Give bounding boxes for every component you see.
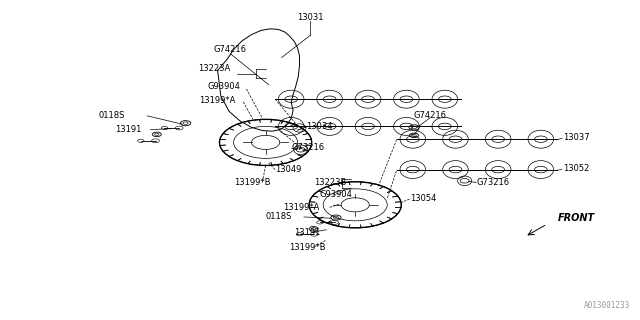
- Text: 13052: 13052: [563, 164, 589, 173]
- Text: 13223B: 13223B: [314, 178, 346, 187]
- Text: 13037: 13037: [563, 133, 590, 142]
- Text: 13191: 13191: [294, 228, 321, 237]
- Text: 13049: 13049: [275, 165, 301, 174]
- Text: 13199*B: 13199*B: [234, 178, 271, 187]
- Text: G93904: G93904: [207, 82, 241, 91]
- Text: G74216: G74216: [413, 111, 447, 120]
- Text: 0118S: 0118S: [99, 111, 125, 120]
- Text: 13199*A: 13199*A: [283, 203, 319, 212]
- Text: 13034: 13034: [306, 122, 332, 131]
- Text: 13199*B: 13199*B: [289, 244, 326, 252]
- Text: A013001233: A013001233: [584, 301, 630, 310]
- Text: 0118S: 0118S: [265, 212, 292, 221]
- Text: G73216: G73216: [291, 143, 324, 152]
- Text: 13191: 13191: [115, 125, 141, 134]
- Text: 13199*A: 13199*A: [200, 96, 236, 105]
- Text: FRONT: FRONT: [558, 213, 595, 223]
- Text: 13054: 13054: [410, 194, 436, 203]
- Text: 13031: 13031: [297, 13, 324, 22]
- Text: G73216: G73216: [477, 178, 510, 187]
- Text: G93904: G93904: [320, 190, 353, 199]
- Text: 13223A: 13223A: [198, 64, 230, 73]
- Text: G74216: G74216: [214, 45, 247, 54]
